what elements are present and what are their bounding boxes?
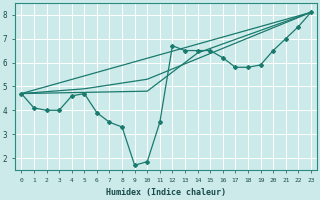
X-axis label: Humidex (Indice chaleur): Humidex (Indice chaleur) [106,188,226,197]
